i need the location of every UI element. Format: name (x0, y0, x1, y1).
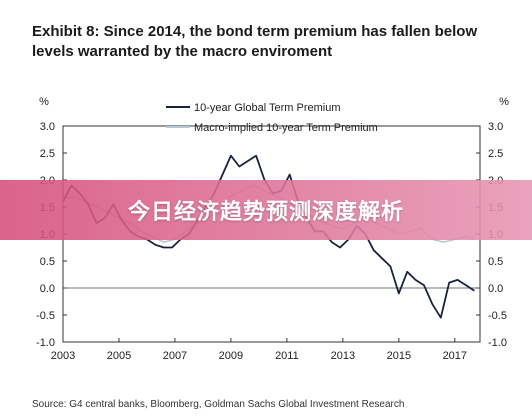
legend-label: Macro-implied 10-year Term Premium (194, 122, 378, 134)
y-tick-label-right: 0.0 (488, 283, 503, 295)
y-unit-left: % (39, 96, 49, 108)
x-tick-label: 2015 (387, 350, 411, 362)
y-tick-label-left: 0.0 (40, 283, 55, 295)
chart-title: Exhibit 8: Since 2014, the bond term pre… (32, 23, 478, 60)
y-tick-label-right: -0.5 (488, 310, 507, 322)
y-tick-label-left: -0.5 (36, 310, 55, 322)
x-tick-label: 2013 (331, 350, 355, 362)
y-tick-label-right: 0.5 (488, 256, 503, 268)
x-tick-label: 2017 (443, 350, 467, 362)
x-tick-label: 2009 (219, 350, 243, 362)
y-tick-label-left: 3.0 (40, 121, 55, 133)
source-note: Source: G4 central banks, Bloomberg, Gol… (32, 399, 405, 410)
y-tick-label-right: 3.0 (488, 121, 503, 133)
x-tick-label: 2003 (51, 350, 75, 362)
y-unit-right: % (499, 96, 509, 108)
x-tick-label: 2007 (163, 350, 187, 362)
x-tick-label: 2011 (275, 350, 299, 362)
overlay-banner: 今日经济趋势预测深度解析 (0, 180, 532, 240)
banner-text: 今日经济趋势预测深度解析 (127, 199, 404, 224)
y-tick-label-right: -1.0 (488, 337, 507, 349)
y-tick-label-left: 2.5 (40, 148, 55, 160)
y-tick-label-right: 2.5 (488, 148, 503, 160)
y-tick-label-left: 0.5 (40, 256, 55, 268)
x-tick-label: 2005 (107, 350, 131, 362)
y-tick-label-left: -1.0 (36, 337, 55, 349)
legend-label: 10-year Global Term Premium (194, 102, 341, 114)
